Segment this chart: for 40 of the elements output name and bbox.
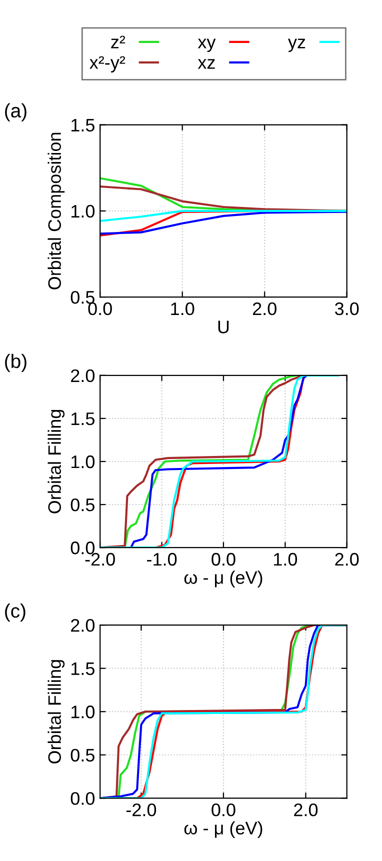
legend-label: xz <box>198 59 215 69</box>
y-tick-label: 0.5 <box>70 498 94 512</box>
x-tick-label: 0.0 <box>212 803 236 816</box>
y-tick-label: 0.5 <box>70 290 94 304</box>
y-tick-label: 2.0 <box>71 619 95 632</box>
chart-title: (c) <box>5 604 26 622</box>
y-tick-label: 1.5 <box>72 118 94 132</box>
y-tick-label: 0.5 <box>70 748 94 762</box>
y-tick-label: 1.0 <box>72 455 95 468</box>
y-tick-label: 1.5 <box>72 412 94 426</box>
x-tick-label: -2.0 <box>126 803 156 816</box>
x-tick-label: 1.0 <box>274 552 298 566</box>
chart-title: (b) <box>5 354 26 372</box>
y-tick-label: 1.5 <box>72 662 94 676</box>
legend-label: yz <box>288 38 306 52</box>
legend-label: z² <box>111 36 126 48</box>
y-tick-label: 1.0 <box>72 204 95 218</box>
x-tick-label: 0.0 <box>212 552 236 566</box>
x-axis-title: ω - μ (eV) <box>184 570 262 588</box>
x-axis-title: ω - μ (eV) <box>184 821 262 838</box>
y-axis-title: Orbital Filling <box>48 410 65 514</box>
x-tick-label: 2.0 <box>252 302 276 316</box>
y-tick-label: 2.0 <box>71 369 95 382</box>
x-tick-label: 2.0 <box>294 803 318 816</box>
y-tick-label: 1.0 <box>72 706 95 718</box>
x-tick-label: -2.0 <box>85 552 115 566</box>
legend-label: xy <box>198 38 216 52</box>
x-tick-label: 3.0 <box>334 302 359 316</box>
chart-title: (a) <box>5 103 26 122</box>
y-tick-label: 0.0 <box>70 542 95 554</box>
line-series <box>100 625 347 798</box>
y-tick-label: 0.0 <box>70 792 95 805</box>
x-axis-title: U <box>218 320 229 334</box>
y-axis-title: Orbital Composition <box>48 132 65 290</box>
legend-label: x²-y² <box>90 56 126 72</box>
x-tick-label: 2.0 <box>335 552 359 566</box>
x-tick-label: 0.0 <box>88 302 112 316</box>
x-tick-label: -1.0 <box>147 552 177 566</box>
x-tick-label: 1.0 <box>171 302 194 316</box>
y-axis-title: Orbital Filling <box>48 660 65 764</box>
